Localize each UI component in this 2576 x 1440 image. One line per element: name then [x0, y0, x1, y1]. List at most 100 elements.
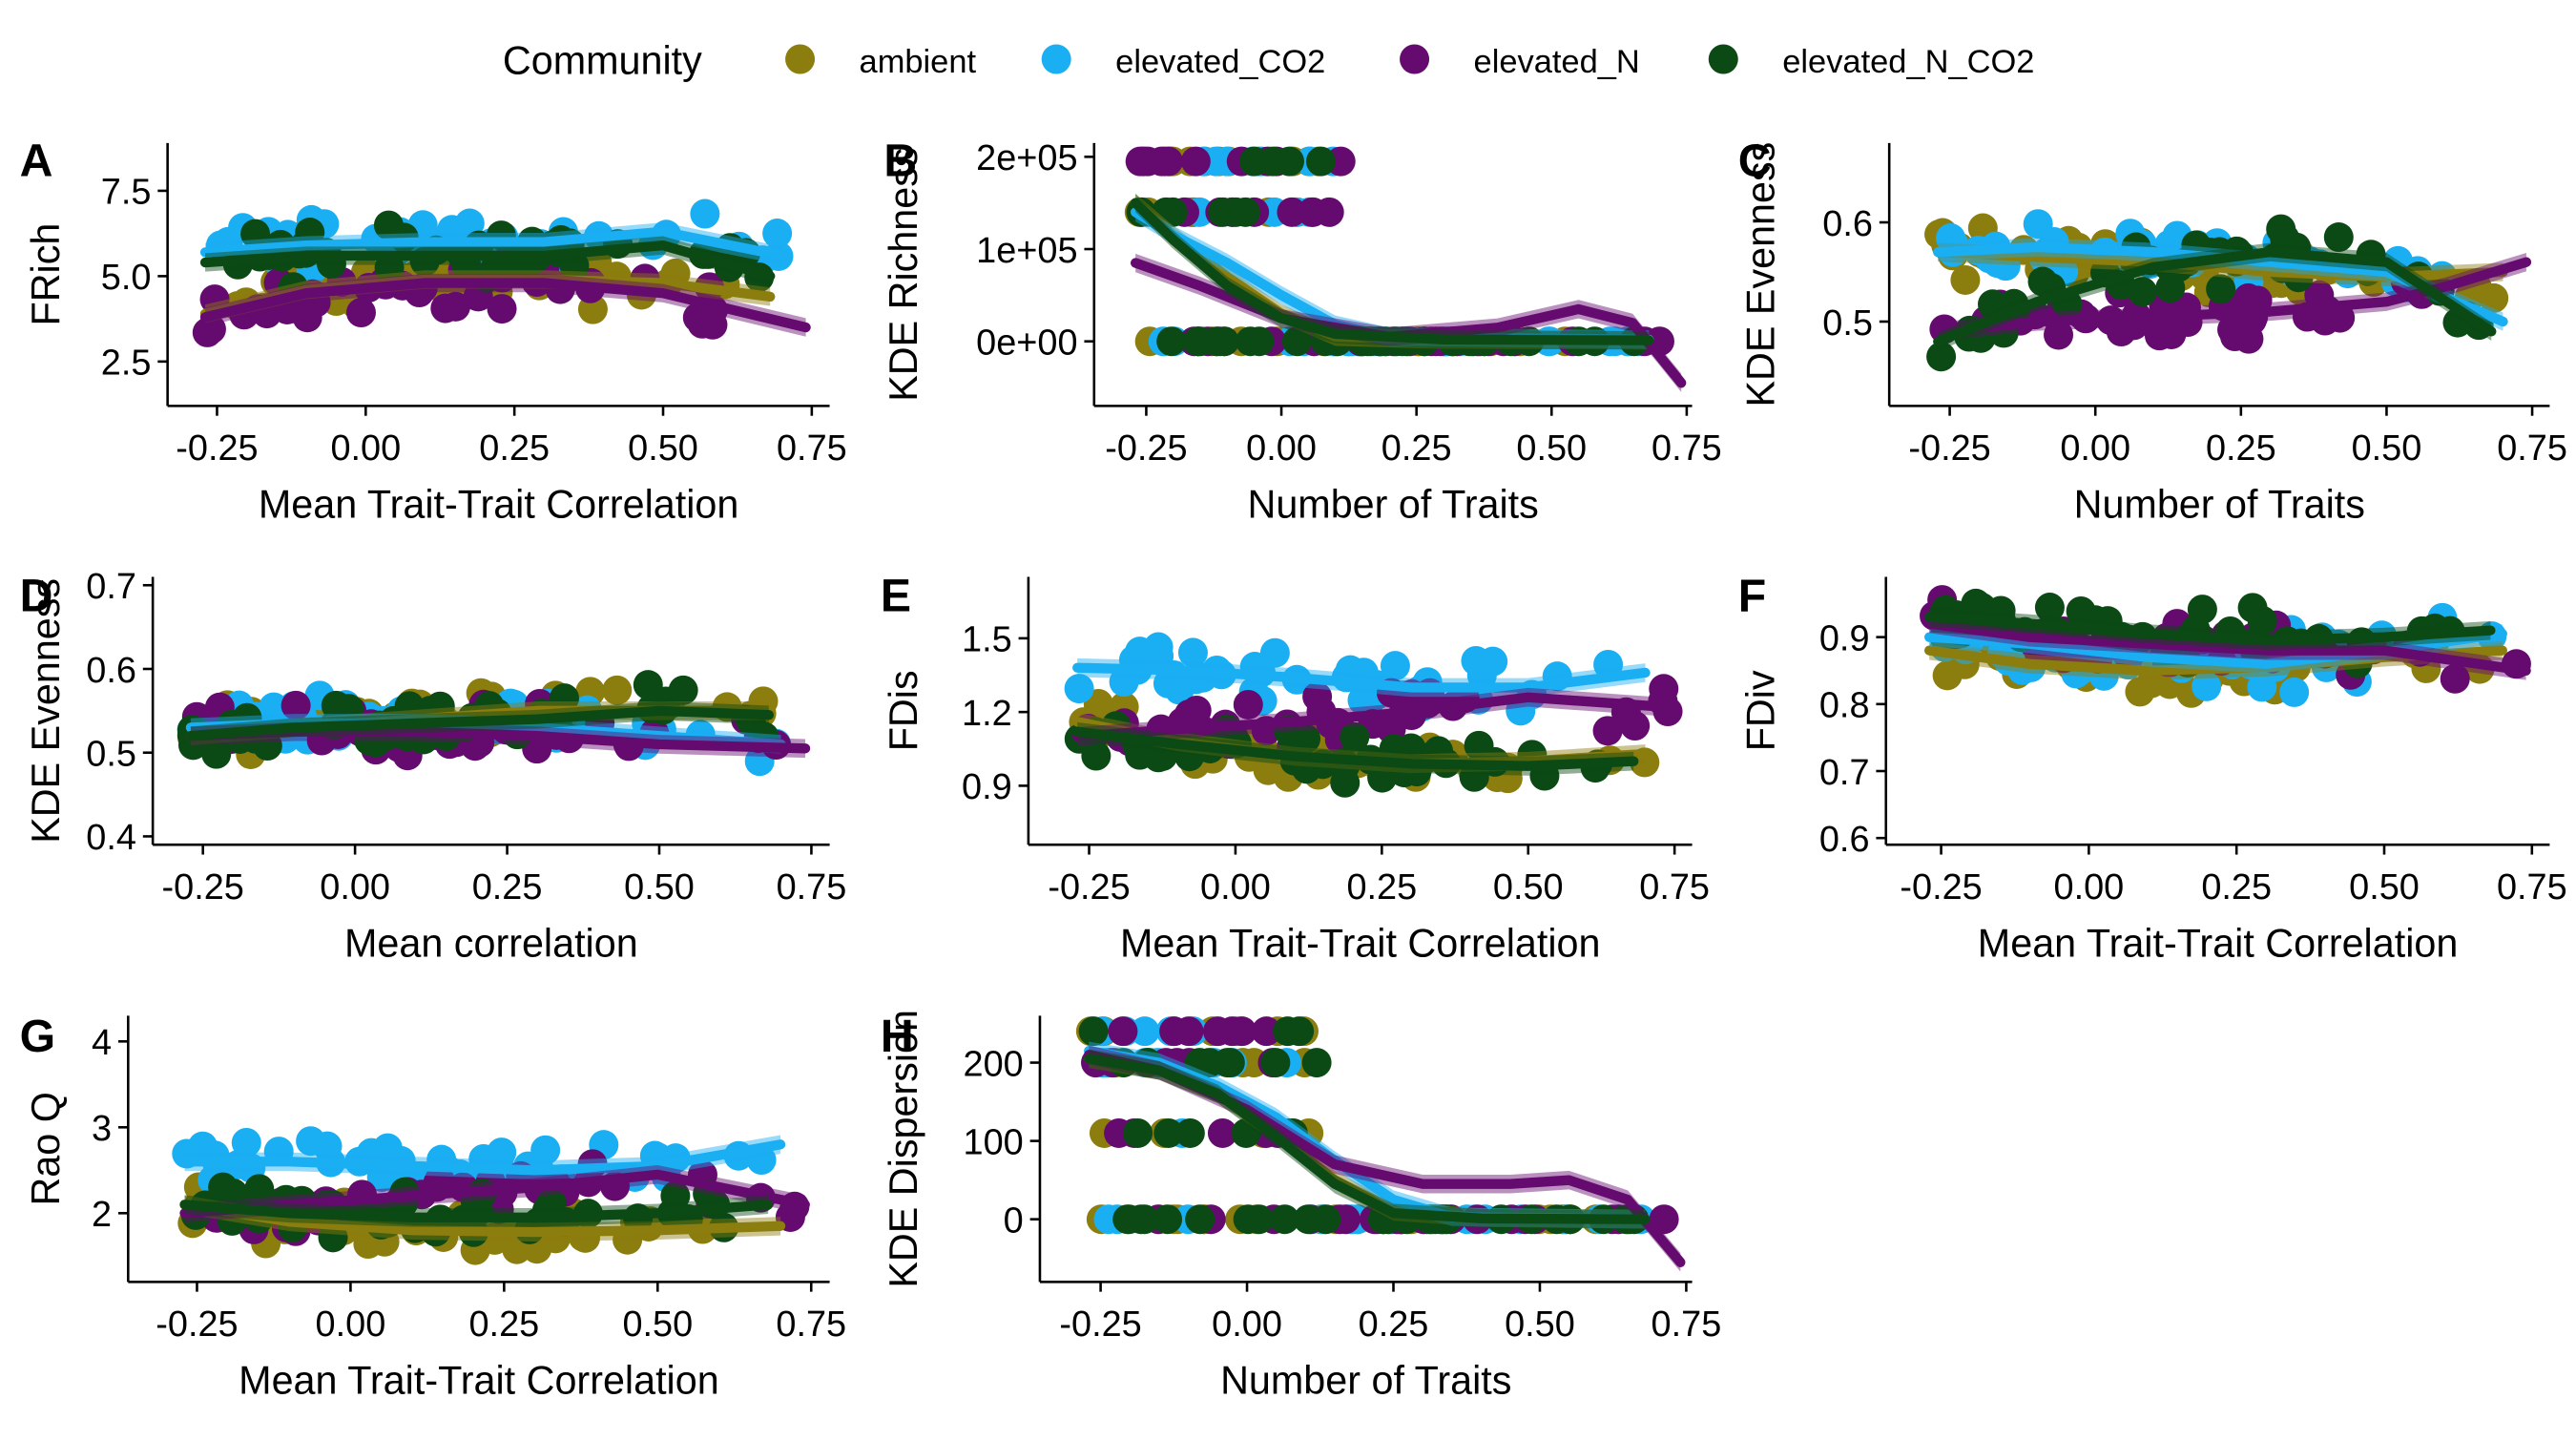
point-elevated_N [1592, 716, 1623, 746]
point-elevated_N_CO2 [1257, 146, 1288, 177]
point-elevated_N_CO2 [201, 739, 232, 769]
x-tick-label: 0.50 [628, 428, 698, 469]
point-elevated_N_CO2 [1157, 197, 1188, 227]
point-elevated_N_CO2 [1305, 146, 1336, 177]
trend-line-elevated_N [199, 278, 811, 333]
trend-line-elevated_N_CO2 [1084, 1054, 1651, 1224]
x-tick-label: 0.75 [776, 1304, 846, 1345]
y-tick-label: 200 [964, 1044, 1024, 1084]
trend-line-elevated_CO2 [1924, 628, 2507, 669]
point-elevated_N_CO2 [1270, 1204, 1300, 1235]
point-elevated_CO2 [231, 1127, 261, 1158]
point-elevated_N_CO2 [2155, 273, 2186, 303]
trend-line-elevated_N_CO2 [1072, 726, 1639, 771]
x-axis-title: Mean Trait-Trait Correlation [259, 482, 739, 526]
x-tick-label: -0.25 [156, 1304, 238, 1345]
point-elevated_N_CO2 [1340, 721, 1370, 752]
point-elevated_N [687, 308, 717, 339]
point-elevated_N [2440, 663, 2470, 694]
point-elevated_N_CO2 [1301, 1048, 1332, 1078]
point-ambient [2125, 677, 2155, 707]
point-elevated_N [1298, 197, 1328, 227]
x-axis-title: Mean Trait-Trait Correlation [239, 1358, 719, 1402]
legend: Community ambient elevated_CO2 elevated_N el… [503, 38, 2035, 82]
point-elevated_CO2 [2023, 209, 2053, 240]
point-elevated_N_CO2 [1153, 1117, 1184, 1148]
x-tick-label: 0.75 [1639, 867, 1710, 908]
trend-line-elevated_CO2 [179, 1139, 786, 1176]
plot-area-G [172, 1126, 810, 1265]
x-tick-label: 0.75 [1652, 1304, 1722, 1345]
point-elevated_N_CO2 [1215, 1048, 1245, 1078]
point-elevated_N_CO2 [633, 670, 663, 700]
x-tick-label: 0.25 [2201, 867, 2272, 908]
point-ambient [1950, 264, 1981, 295]
point-elevated_N_CO2 [1926, 342, 1957, 372]
x-tick-label: 0.00 [316, 1304, 386, 1345]
x-tick-label: 0.00 [1212, 1304, 1282, 1345]
point-elevated_CO2 [1153, 668, 1183, 699]
plot-area-B [1124, 146, 1687, 392]
trend-line-elevated_CO2 [199, 226, 787, 261]
y-tick-label: 1.2 [962, 694, 1012, 734]
legend-key-ambient [785, 44, 816, 74]
point-elevated_N_CO2 [1208, 197, 1238, 227]
panel-G: -0.25 0.00 0.25 0.50 0.75 2 3 4 Mean Trait-Trait… [20, 1011, 846, 1402]
panel-tag: B [883, 135, 917, 186]
y-axis-title: FRich [24, 223, 68, 326]
x-tick-label: 0.25 [2206, 428, 2276, 469]
point-elevated_N_CO2 [1123, 1117, 1153, 1148]
panel-B: -0.25 0.00 0.25 0.50 0.75 0e+00 1e+05 2e+05 Numb… [882, 135, 1722, 526]
panel-tag: F [1738, 571, 1766, 622]
plot-area-C [1924, 209, 2532, 372]
y-tick-label: 3 [92, 1109, 112, 1149]
point-elevated_N [345, 298, 376, 328]
trend-line-elevated_N [1072, 692, 1674, 742]
trend-line-elevated_N_CO2 [1131, 198, 1654, 345]
panel-C: -0.25 0.00 0.25 0.50 0.75 0.5 0.6 Number of Tra… [1738, 135, 2567, 526]
point-elevated_N_CO2 [2323, 222, 2354, 253]
x-tick-label: 0.50 [1516, 428, 1587, 469]
point-elevated_N [2233, 323, 2264, 354]
plot-area-A [192, 198, 811, 347]
point-elevated_N [1202, 1016, 1233, 1047]
trend-line-elevated_N_CO2 [179, 1200, 774, 1222]
x-tick-label: 0.50 [624, 867, 695, 908]
legend-key-elevated_CO2 [1041, 44, 1071, 74]
y-tick-label: 0.6 [1822, 204, 1873, 244]
x-tick-label: 0.00 [2060, 428, 2130, 469]
point-elevated_N [1233, 689, 1263, 720]
x-tick-label: 0.25 [1381, 428, 1452, 469]
point-elevated_CO2 [1201, 146, 1232, 177]
point-elevated_N [1251, 1016, 1281, 1047]
point-elevated_N_CO2 [2027, 266, 2058, 297]
point-elevated_N_CO2 [1281, 326, 1312, 357]
point-elevated_N_CO2 [1209, 326, 1239, 357]
point-elevated_N_CO2 [1153, 1204, 1183, 1235]
y-tick-label: 5.0 [101, 258, 152, 298]
x-tick-label: -0.25 [1059, 1304, 1141, 1345]
x-axis-title: Number of Traits [2074, 482, 2365, 526]
legend-key-elevated_N_CO2 [1708, 44, 1738, 74]
x-tick-label: 0.75 [777, 428, 847, 469]
panel-tag: E [881, 571, 911, 622]
x-tick-label: -0.25 [1908, 428, 1990, 469]
x-tick-label: -0.25 [162, 867, 244, 908]
point-elevated_N [2144, 321, 2174, 351]
point-elevated_N_CO2 [1230, 197, 1260, 227]
x-tick-label: 0.25 [469, 1304, 540, 1345]
point-elevated_N [1125, 146, 1155, 177]
point-elevated_N_CO2 [1185, 1204, 1215, 1235]
x-tick-label: 0.75 [2497, 428, 2567, 469]
x-tick-label: 0.00 [1200, 867, 1271, 908]
x-axis-title: Mean correlation [344, 921, 638, 965]
trend-line-elevated_N_CO2 [185, 705, 775, 741]
plot-area-D [177, 670, 811, 777]
point-elevated_N_CO2 [240, 219, 271, 249]
point-elevated_N [1108, 1016, 1138, 1047]
x-tick-label: -0.25 [1048, 867, 1130, 908]
x-tick-label: -0.25 [1105, 428, 1187, 469]
point-elevated_CO2 [2247, 672, 2277, 702]
panel-E: -0.25 0.00 0.25 0.50 0.75 0.9 1.2 1.5 Mean Trait… [881, 571, 1710, 966]
